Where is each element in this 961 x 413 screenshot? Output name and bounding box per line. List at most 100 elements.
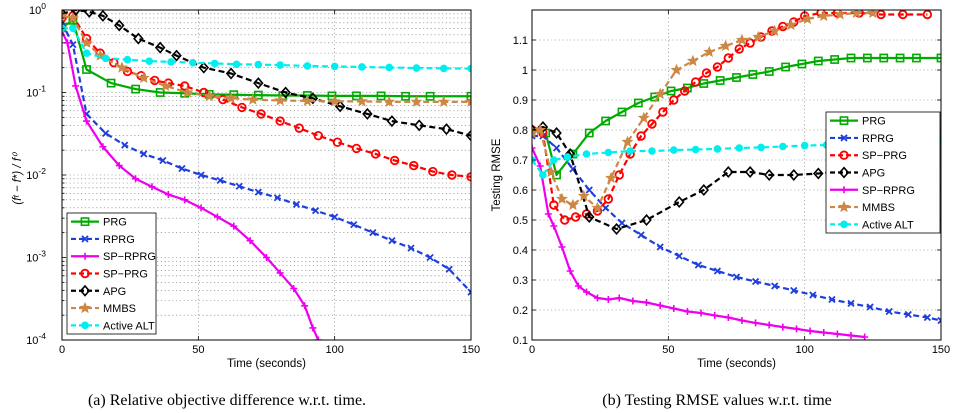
y-tick-label: 10-4: [26, 331, 46, 347]
x-tick-label: 50: [662, 344, 674, 356]
legend-marker: [839, 150, 849, 160]
series-active-alt-point: [648, 147, 656, 155]
series-sp-rprg-point: [861, 333, 869, 340]
series-mmbs-point: [328, 95, 341, 107]
panel-testing-rmse: 0 50 100 150 0.1 0.2 0.3 0.4 0.5 0.6 0.7 0.8 0.9 1 1.1…: [491, 9, 950, 370]
series-sp-rprg-point: [566, 267, 574, 275]
series-mmbs: [62, 10, 471, 107]
series-apg-point: [133, 32, 144, 45]
series-apg-point: [225, 67, 237, 80]
series-rprg-point: [675, 252, 683, 260]
series-rprg-point: [292, 200, 301, 209]
y-tick-label: 0.6: [513, 185, 528, 197]
series-prg-point: [155, 88, 165, 97]
series-rprg-point: [369, 229, 377, 237]
series-sp-rprg-point: [593, 294, 601, 302]
x-tick-label: 50: [192, 344, 204, 356]
series-sp-rprg-point: [72, 82, 80, 90]
series-prg-point: [797, 59, 807, 69]
series-mmbs-point: [410, 95, 423, 107]
series-sp-prg-point: [636, 131, 646, 141]
series-sp-prg-point: [351, 143, 362, 154]
series-active-alt-point: [303, 62, 312, 70]
series-rprg-point: [771, 282, 779, 290]
series-mmbs-point: [703, 45, 716, 58]
series-apg-point: [813, 167, 824, 180]
series-sp-prg-point: [549, 200, 559, 210]
series-mmbs-point: [556, 192, 568, 205]
series-active-alt-point: [735, 144, 744, 152]
series-sp-rprg-point: [697, 309, 705, 317]
series-rprg-point: [618, 219, 626, 227]
y-axis-label: Testing RMSE: [491, 138, 503, 211]
series-prg-point: [699, 79, 709, 88]
series-sp-rprg-point: [62, 27, 66, 35]
series-prg-point: [715, 76, 725, 85]
series-prg-point: [617, 107, 627, 117]
series-sp-rprg-point: [711, 311, 719, 319]
series-rprg-point: [585, 186, 593, 194]
series-mmbs-point: [801, 12, 814, 25]
series-rprg-point: [331, 213, 339, 221]
series-sp-prg-point: [570, 212, 581, 222]
series-apg-point: [280, 86, 291, 99]
series-mmbs-point: [66, 11, 79, 24]
series-prg-point: [253, 90, 263, 100]
series-active-alt-point: [691, 145, 700, 154]
series-rprg-point: [923, 313, 932, 322]
series-prg-point: [912, 53, 921, 63]
legend-item-active-alt: Active ALT: [71, 320, 155, 332]
series-mmbs-point: [577, 189, 590, 202]
legend-item-apg: APG: [830, 166, 885, 180]
series-sp-prg-point: [614, 170, 624, 180]
series-sp-rprg-point: [213, 213, 221, 221]
series-rprg-point: [809, 291, 817, 299]
series-rprg-point: [350, 221, 358, 229]
y-tick-label: 0.7: [513, 155, 528, 167]
series-sp-prg-point: [428, 166, 438, 177]
series-prg-line: [544, 56, 941, 177]
series-mmbs-point: [80, 36, 93, 48]
series-rprg-point: [426, 253, 434, 262]
legend-label: SP−PRG: [862, 150, 907, 162]
series-mmbs-point: [752, 30, 765, 43]
legend-label: SP−PRG: [103, 269, 148, 281]
series-rprg-point: [866, 303, 874, 311]
series-rprg-point: [388, 237, 396, 245]
series-active-alt-point: [276, 61, 284, 69]
series-active-alt-point: [358, 63, 366, 71]
series-active-alt-point: [69, 24, 77, 33]
series-apg-point: [788, 168, 800, 182]
series-sp-prg-point: [658, 107, 668, 117]
series-rprg-point: [407, 244, 415, 252]
series-prg-point: [764, 67, 774, 76]
series-apg-point: [413, 119, 425, 132]
legend-label: Active ALT: [103, 320, 155, 332]
series-sp-prg-point: [409, 160, 419, 171]
series-mmbs-point: [637, 111, 650, 124]
series-mmbs-point: [768, 24, 781, 37]
series-rprg-point: [713, 267, 722, 275]
legend-item-prg: PRG: [71, 217, 127, 229]
series-active-alt-point: [210, 59, 219, 68]
legend-marker: [840, 186, 848, 194]
legend-item-sp-rprg: SP−RPRG: [830, 185, 915, 197]
series-sp-rprg-point: [230, 222, 238, 230]
series-mmbs-point: [670, 63, 683, 76]
series-active-alt-point: [779, 142, 787, 151]
legend-marker: [839, 116, 849, 126]
series-sp-prg-point: [256, 109, 266, 119]
series-layer: [532, 10, 941, 340]
series-apg-point: [198, 61, 210, 74]
series-rprg: [532, 132, 941, 325]
series-prg-point: [633, 98, 643, 108]
series-prg-point: [732, 73, 741, 82]
legend-marker: [81, 321, 89, 330]
series-layer: [62, 10, 471, 340]
series-mmbs-point: [355, 95, 368, 107]
series-active-alt-point: [626, 147, 634, 155]
series-rprg-point: [445, 265, 453, 273]
series-sp-rprg-point: [765, 321, 773, 329]
series-sp-rprg-point: [574, 282, 582, 290]
